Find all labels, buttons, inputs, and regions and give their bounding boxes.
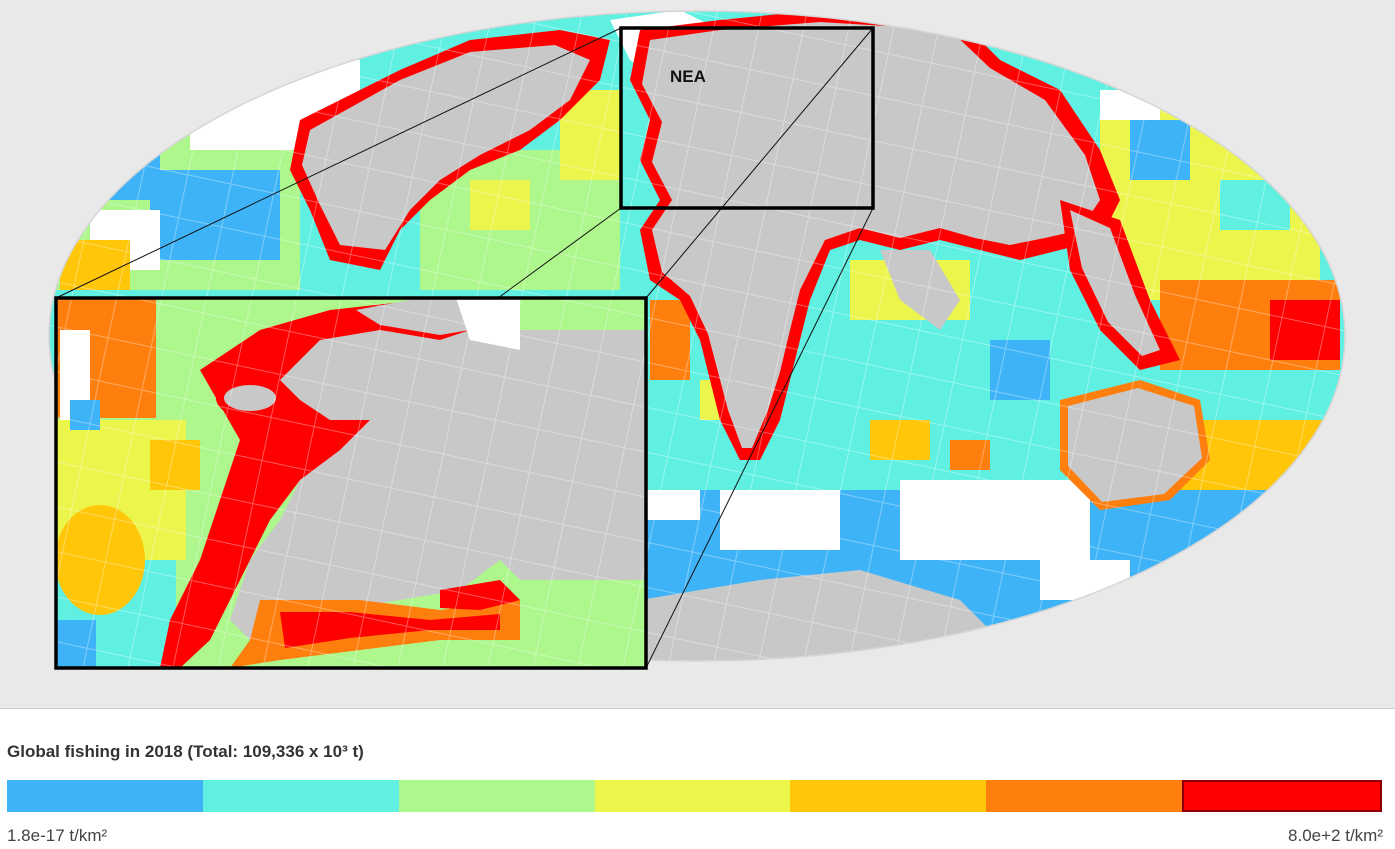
legend-swatch	[398, 780, 595, 812]
zoom-line	[645, 27, 874, 299]
legend-swatch	[1182, 780, 1383, 812]
legend-swatch	[202, 780, 399, 812]
zoom-line	[497, 207, 622, 299]
legend-max-label: 8.0e+2 t/km²	[1288, 826, 1383, 845]
legend-swatch	[790, 780, 987, 812]
globe-outline	[48, 10, 1346, 662]
legend-swatch	[7, 780, 203, 812]
legend-title: Global fishing in 2018 (Total: 109,336 x…	[7, 742, 364, 761]
inset-graticule	[56, 298, 646, 668]
inset-frame	[54, 296, 648, 670]
zoom-line	[645, 207, 874, 669]
nea-highlight-box[interactable]	[619, 26, 875, 210]
legend-swatch	[986, 780, 1183, 812]
map-panel[interactable]: NEA	[0, 0, 1395, 709]
legend-min-label: 1.8e-17 t/km²	[7, 826, 108, 845]
zoom-line	[55, 27, 622, 299]
world-map[interactable]: NEA	[0, 0, 1395, 708]
legend-color-bar	[7, 780, 1383, 812]
nea-label: NEA	[670, 67, 706, 86]
legend-swatch	[594, 780, 791, 812]
